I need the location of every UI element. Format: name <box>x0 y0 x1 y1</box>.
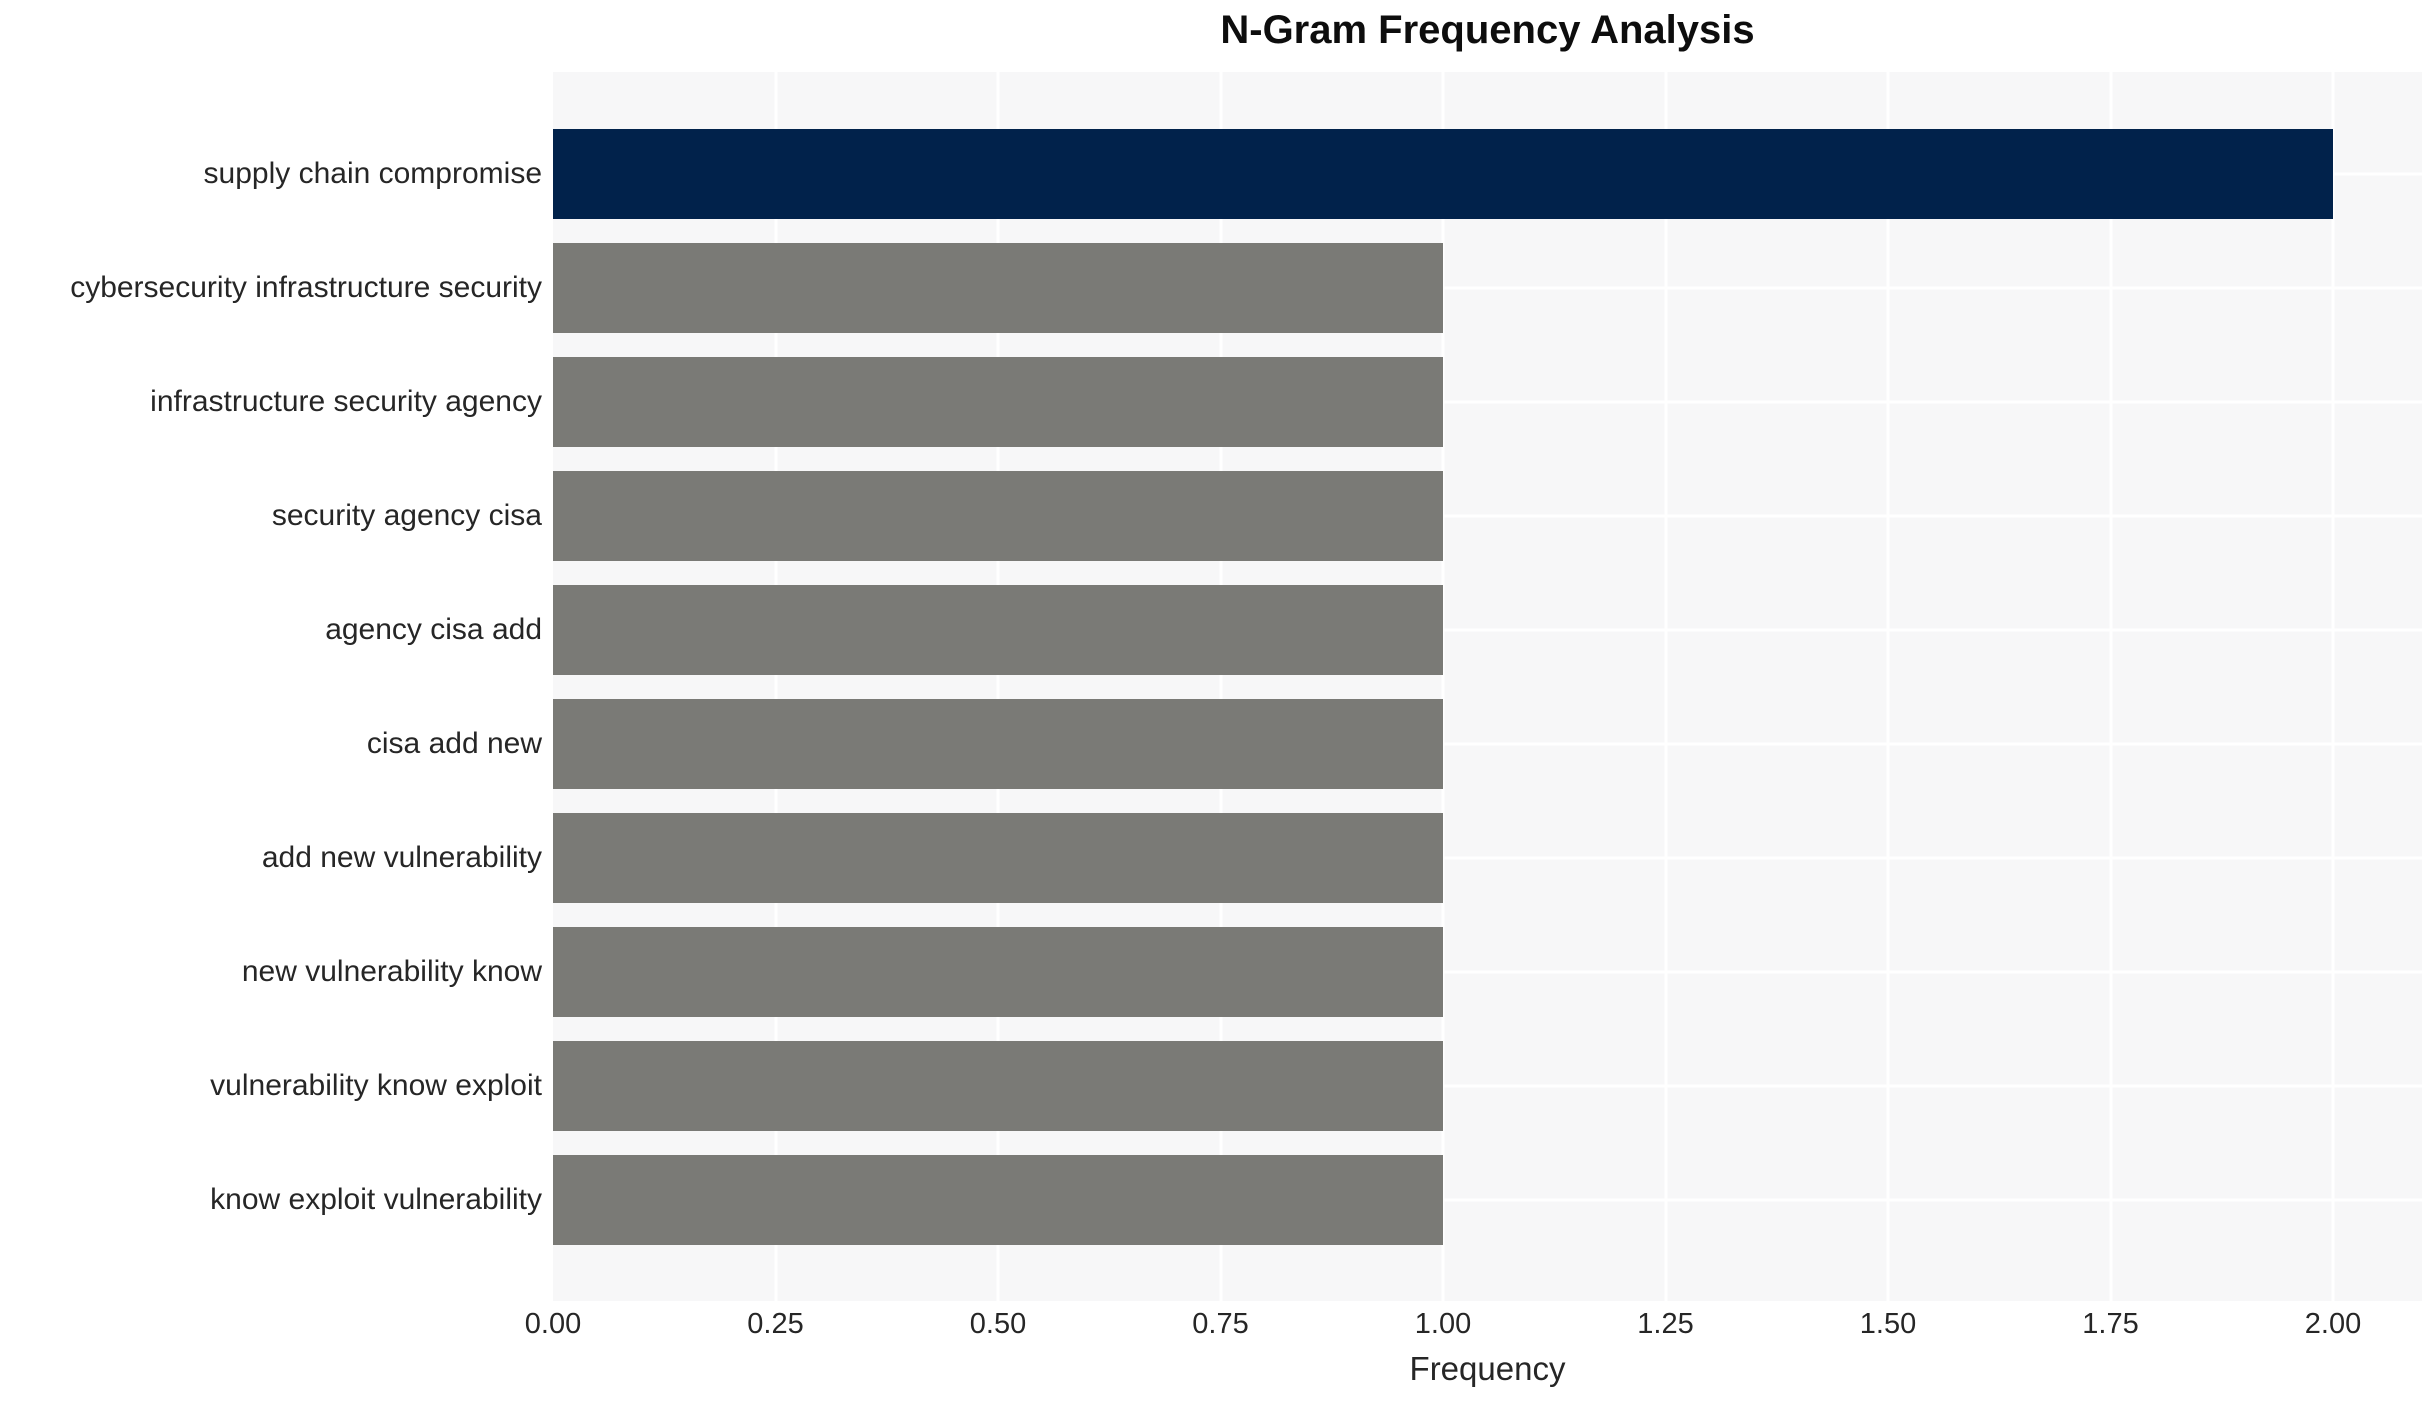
x-axis-label: Frequency <box>1409 1350 1566 1387</box>
bar-row: security agency cisa <box>272 459 2422 573</box>
vertical-gridline <box>1441 72 1445 1301</box>
vertical-gridline <box>774 72 777 1301</box>
x-tick-label: 0.00 <box>524 1308 582 1340</box>
x-tick-label: 1.25 <box>1637 1308 1694 1340</box>
bar-row: agency cisa add <box>325 573 2422 687</box>
plot-area: supply chain compromise cybersecurity in… <box>70 72 2422 1301</box>
x-tick-label: 2.00 <box>2304 1308 2362 1340</box>
x-tick-label: 1.75 <box>2082 1308 2139 1340</box>
bar-row: cisa add new <box>367 687 2422 801</box>
frequency-bar <box>553 927 1443 1017</box>
category-label: infrastructure security agency <box>150 385 542 418</box>
category-label: agency cisa add <box>325 613 542 646</box>
category-label: cybersecurity infrastructure security <box>70 271 542 304</box>
category-label: add new vulnerability <box>261 841 542 874</box>
vertical-gridline <box>1219 72 1222 1301</box>
category-label: new vulnerability know <box>241 955 542 988</box>
horizontal-gridline <box>553 286 2422 290</box>
bar-row: add new vulnerability <box>262 801 2422 915</box>
category-label: vulnerability know exploit <box>210 1069 542 1102</box>
category-label: cisa add new <box>366 727 542 760</box>
category-label: know exploit vulnerability <box>210 1183 542 1216</box>
bar-rows: supply chain compromise cybersecurity in… <box>70 117 2422 1257</box>
vertical-gridline <box>1886 72 1890 1301</box>
vertical-gridline <box>2331 72 2335 1301</box>
horizontal-gridline <box>553 1084 2422 1088</box>
x-axis-ticks: 0.00 0.25 0.50 0.75 1.00 1.25 1.50 1.75 … <box>525 1308 2422 1344</box>
frequency-bar <box>553 243 1443 333</box>
frequency-bar <box>553 129 2333 219</box>
vertical-gridline <box>1664 72 1667 1301</box>
x-tick-label: 0.25 <box>747 1308 804 1340</box>
bar-row: vulnerability know exploit <box>210 1029 2422 1143</box>
frequency-bar <box>553 1041 1443 1131</box>
horizontal-gridline <box>553 514 2422 518</box>
x-tick-label: 0.50 <box>969 1308 1027 1340</box>
horizontal-gridline <box>553 628 2422 632</box>
x-tick-label: 1.00 <box>1414 1308 1472 1340</box>
bar-row: know exploit vulnerability <box>210 1143 2422 1257</box>
vertical-gridline <box>2109 72 2112 1301</box>
bar-row: cybersecurity infrastructure security <box>70 231 2422 345</box>
bar-row: infrastructure security agency <box>150 345 2422 459</box>
frequency-bar <box>553 471 1443 561</box>
frequency-bar <box>553 357 1443 447</box>
bar-row: new vulnerability know <box>242 915 2422 1029</box>
frequency-bar <box>553 1155 1443 1245</box>
frequency-bar <box>553 585 1443 675</box>
chart-title: N-Gram Frequency Analysis <box>1220 8 1755 52</box>
horizontal-gridline <box>553 400 2422 404</box>
horizontal-gridline <box>553 970 2422 974</box>
horizontal-gridline <box>553 1198 2422 1202</box>
bar-row: supply chain compromise <box>204 117 2422 231</box>
frequency-bar <box>553 699 1443 789</box>
horizontal-gridline <box>553 742 2422 746</box>
x-tick-label: 1.50 <box>1859 1308 1917 1340</box>
horizontal-gridline <box>553 856 2422 860</box>
category-label: security agency cisa <box>271 499 542 532</box>
category-label: supply chain compromise <box>203 157 542 190</box>
vertical-gridline <box>996 72 1000 1301</box>
x-tick-label: 0.75 <box>1192 1308 1249 1340</box>
frequency-bar <box>553 813 1443 903</box>
